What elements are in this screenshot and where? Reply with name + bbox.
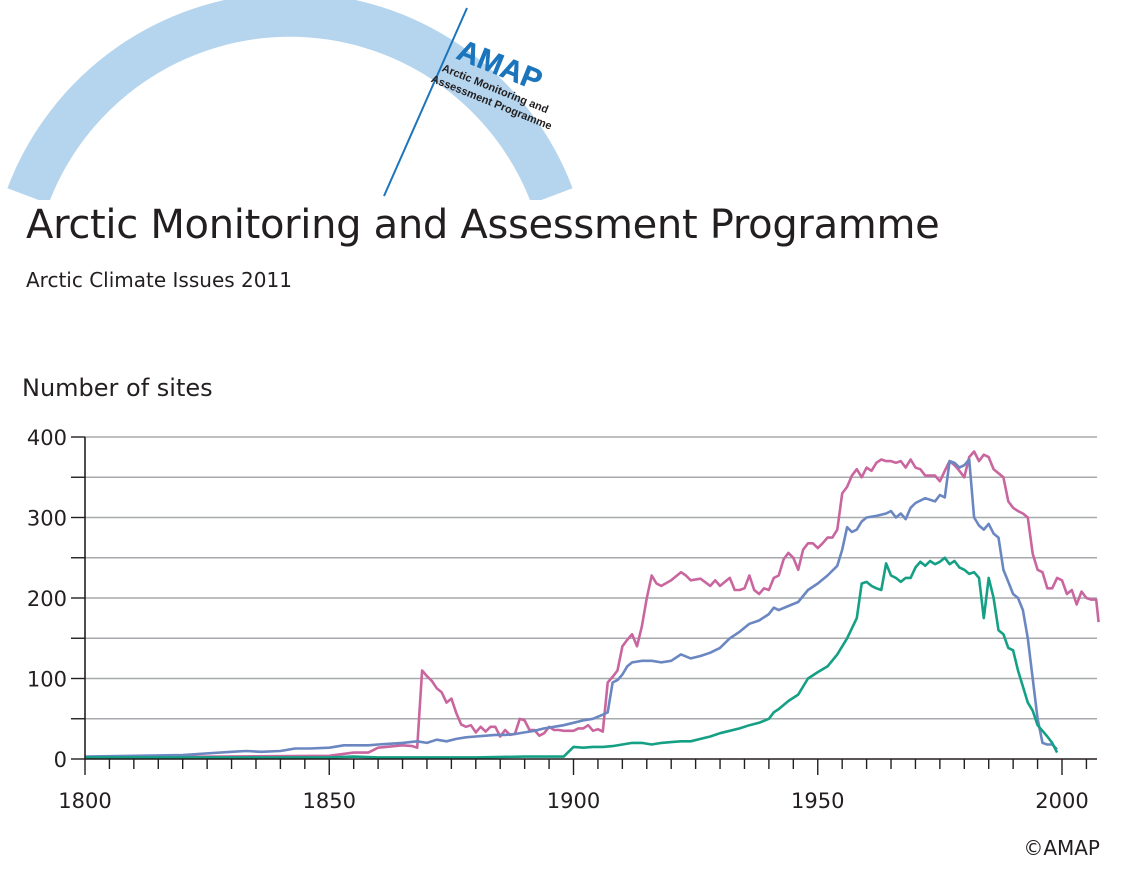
page-subtitle: Arctic Climate Issues 2011: [26, 268, 292, 292]
y-axis-label: Number of sites: [22, 374, 213, 402]
chart-axes: 0 100 200 300 400 1800 1850 1900 1950 2000: [27, 426, 1097, 813]
series-line-3: [85, 556, 1059, 759]
arctic-arc-graphic: [7, 0, 573, 200]
y-tick-label-100: 100: [27, 668, 67, 692]
x-tick-label-1900: 1900: [547, 789, 600, 813]
y-tick-label-200: 200: [27, 587, 67, 611]
header-graphic: AMAP Arctic Monitoring and Assessment Pr…: [7, 0, 573, 200]
y-tick-label-400: 400: [27, 426, 67, 450]
copyright-notice: ©AMAP: [1023, 836, 1100, 860]
x-tick-label-1950: 1950: [791, 789, 844, 813]
series-line-1: [84, 450, 1100, 759]
x-tick-label-1850: 1850: [303, 789, 356, 813]
y-tick-label-0: 0: [54, 748, 67, 772]
y-tick-label-300: 300: [27, 507, 67, 531]
x-tick-label-2000: 2000: [1035, 789, 1088, 813]
series-line-2: [84, 458, 1059, 758]
logo-divider-line: [383, 7, 468, 197]
x-tick-label-1800: 1800: [58, 789, 111, 813]
chart-series: [84, 450, 1100, 759]
chart-grid: [85, 436, 1097, 720]
page-title: Arctic Monitoring and Assessment Program…: [26, 202, 940, 248]
